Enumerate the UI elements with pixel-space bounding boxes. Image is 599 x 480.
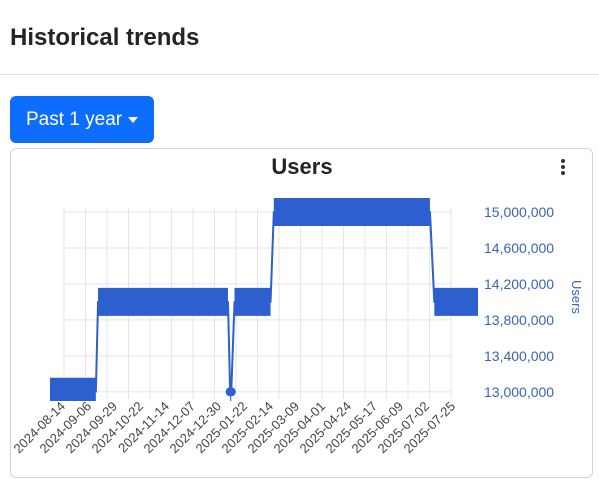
y-tick-label: 13,400,000: [484, 348, 554, 364]
series-transition-segment: [230, 300, 236, 393]
series-transition-segment: [94, 300, 100, 393]
y-axis-label: Users: [569, 280, 584, 314]
y-tick-label: 15,000,000: [484, 204, 554, 220]
page-title: Historical trends: [10, 24, 200, 51]
y-tick-label: 14,600,000: [484, 240, 554, 256]
series-transition-segment: [269, 210, 275, 303]
caret-down-icon: [128, 117, 138, 123]
users-chart: Users Users 13,000,000 13,400,000 13,800,0…: [11, 154, 584, 456]
page-header: Historical trends: [0, 0, 599, 75]
y-tick-label: 14,200,000: [484, 276, 554, 292]
time-range-dropdown-button[interactable]: Past 1 year: [10, 96, 154, 143]
y-tick-label: 13,000,000: [484, 384, 554, 400]
chart-title: Users: [271, 154, 332, 179]
series-transition-segment: [226, 300, 232, 393]
series-transition-segment: [428, 210, 436, 303]
time-range-label: Past 1 year: [26, 108, 123, 130]
series-group: [50, 197, 478, 401]
chart-card: Users Users 13,000,000 13,400,000 13,800,0…: [10, 148, 593, 478]
y-tick-label: 13,800,000: [484, 312, 554, 328]
chart-menu-icon[interactable]: [556, 157, 570, 181]
